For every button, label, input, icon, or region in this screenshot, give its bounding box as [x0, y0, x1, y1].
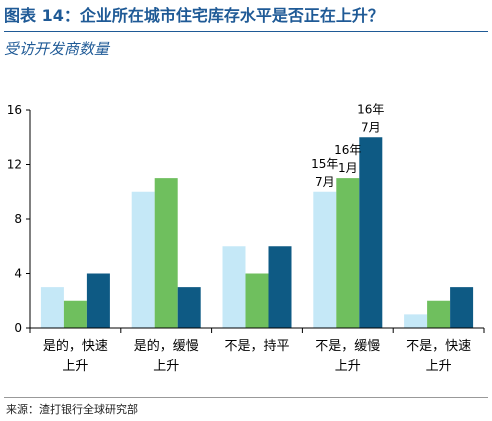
x-tick-label: 上升 — [426, 359, 452, 374]
bar-series-1-cat-3 — [336, 178, 360, 328]
title-divider — [4, 31, 488, 32]
x-tick-label: 不是，缓慢 — [315, 338, 380, 354]
bar-series-0-cat-1 — [131, 191, 155, 328]
y-tick-label: 0 — [14, 321, 22, 335]
x-tick-label: 是的，缓慢 — [134, 338, 199, 354]
chart-subtitle: 受访开发商数量 — [4, 40, 110, 58]
bar-series-1-cat-0 — [63, 300, 87, 328]
series-label: 1月 — [338, 161, 358, 175]
y-tick-label: 12 — [7, 158, 22, 172]
series-label: 16年 — [357, 102, 384, 116]
bar-series-2-cat-3 — [359, 137, 383, 328]
y-tick-label: 16 — [7, 103, 22, 117]
x-tick-label: 上升 — [153, 359, 179, 374]
source-note: 来源：渣打银行全球研究部 — [6, 403, 138, 416]
bar-series-0-cat-2 — [222, 246, 246, 328]
x-tick-label: 上升 — [62, 359, 88, 374]
bar-series-2-cat-1 — [177, 287, 201, 328]
bar-series-1-cat-1 — [154, 178, 178, 328]
bar-series-0-cat-0 — [40, 287, 64, 328]
series-label: 7月 — [315, 175, 335, 189]
chart-title: 图表 14：企业所在城市住宅库存水平是否正在上升？ — [4, 6, 384, 25]
x-tick-label: 上升 — [335, 359, 361, 374]
x-tick-label: 不是，持平 — [224, 339, 289, 354]
bar-series-0-cat-3 — [313, 191, 337, 328]
x-tick-label: 是的，快速 — [43, 338, 108, 354]
x-tick-label: 不是，快速 — [406, 339, 471, 354]
series-label: 15年 — [311, 157, 338, 171]
y-tick-label: 8 — [14, 212, 22, 226]
bar-series-1-cat-4 — [427, 300, 451, 328]
bar-series-1-cat-2 — [245, 273, 269, 328]
bar-series-0-cat-4 — [404, 314, 428, 328]
bar-series-2-cat-0 — [86, 273, 110, 328]
series-label: 7月 — [361, 120, 381, 134]
source-divider — [4, 397, 488, 398]
y-tick-label: 4 — [14, 267, 22, 281]
bar-series-2-cat-2 — [268, 246, 292, 328]
series-label: 16年 — [334, 143, 361, 157]
bar-series-2-cat-4 — [450, 287, 474, 328]
